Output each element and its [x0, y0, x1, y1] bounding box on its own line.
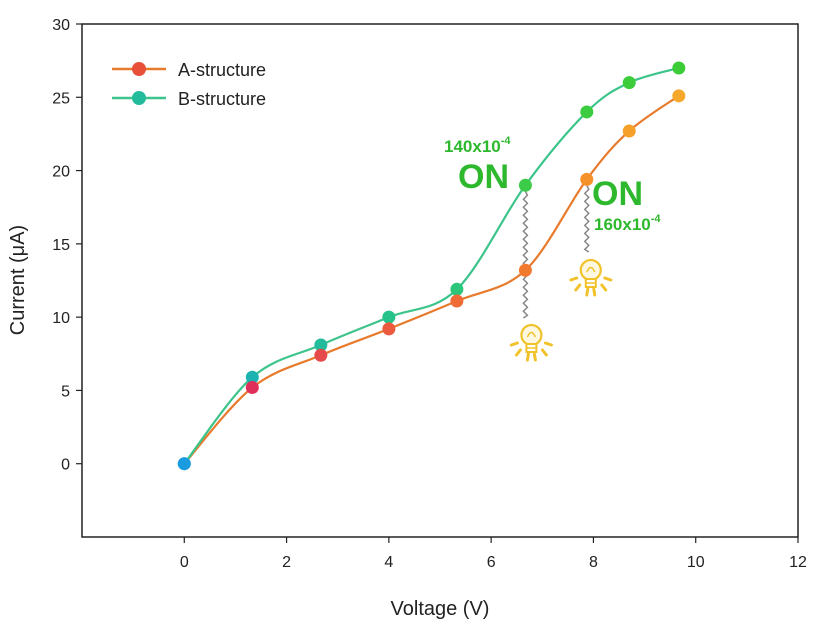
- legend-marker-b-structure: [132, 91, 146, 105]
- x-tick-label-6: 12: [789, 554, 807, 571]
- point-a-structure-8: [672, 89, 686, 103]
- annotation-b-structure: 140x10-4 ON: [444, 135, 511, 196]
- bulb-b-structure-ray-0: [509, 341, 519, 347]
- bulb-b-structure-ray-2: [525, 352, 530, 362]
- x-tick-label-4: 8: [589, 554, 598, 571]
- point-a-structure-7: [622, 124, 636, 138]
- annotation-b-on: ON: [458, 158, 509, 196]
- x-tick-label-3: 6: [487, 554, 496, 571]
- bulb-a-structure-glass: [579, 258, 602, 282]
- bulb-a-structure-ray-1: [574, 283, 582, 292]
- annotation-a-exponent: -4: [651, 213, 662, 225]
- point-a-structure-4: [450, 294, 464, 308]
- light-bulbs: [509, 258, 613, 362]
- bulb-b-structure-glass: [520, 323, 543, 347]
- bulb-b-structure-ray-5: [543, 341, 553, 347]
- y-tick-label-5: 25: [52, 90, 70, 107]
- bulb-a-structure-ray-3: [592, 287, 597, 297]
- y-tick-label-3: 15: [52, 237, 70, 254]
- plot-frame: [81, 23, 799, 538]
- y-tick-label-4: 20: [52, 164, 70, 181]
- bulb-b-structure-ray-1: [514, 348, 522, 357]
- x-tick-label-0: 0: [180, 554, 189, 571]
- point-b-structure-5: [518, 178, 532, 192]
- annotation-b-value: 140x10-4: [444, 135, 511, 156]
- wire-b-structure: [522, 190, 529, 319]
- point-b-structure-4: [450, 282, 464, 296]
- point-b-structure-8: [672, 61, 686, 75]
- bulb-a-structure-ray-4: [600, 283, 608, 292]
- point-a-structure-1: [245, 380, 259, 394]
- legend-label-b-structure: B-structure: [178, 89, 266, 109]
- point-b-structure-6: [580, 105, 594, 119]
- legend-label-a-structure: A-structure: [178, 60, 266, 80]
- point-a-structure-6: [580, 172, 594, 186]
- bulb-a-structure-ray-2: [585, 287, 590, 297]
- point-a-structure-3: [382, 322, 396, 336]
- y-tick-label-1: 5: [61, 383, 70, 400]
- series-line-b-structure: [183, 66, 680, 465]
- series-lines: [183, 66, 680, 465]
- x-tick-label-1: 2: [282, 554, 291, 571]
- point-b-structure-2: [314, 338, 328, 352]
- point-b-structure-7: [622, 76, 636, 90]
- y-axis-title: Current (μA): [7, 225, 29, 335]
- point-b-structure-1: [245, 370, 259, 384]
- bulb-b-structure: [509, 323, 553, 362]
- bulb-b-structure-ray-4: [540, 348, 548, 357]
- bulb-a-structure-ray-0: [569, 276, 579, 282]
- point-a-structure-2: [314, 348, 328, 362]
- wire-a-structure: [583, 185, 590, 253]
- series-markers: [177, 61, 686, 471]
- x-axis-title: Voltage (V): [391, 598, 490, 620]
- x-tick-label-2: 4: [384, 554, 393, 571]
- legend-marker-a-structure: [132, 62, 146, 76]
- y-tick-label-0: 0: [61, 457, 70, 474]
- y-tick-label-6: 30: [52, 17, 70, 34]
- legend: A-structure B-structure: [112, 60, 266, 109]
- annotation-b-exponent: -4: [501, 135, 512, 147]
- bulb-b-structure-ray-3: [532, 352, 537, 362]
- bulb-wires: [522, 185, 590, 319]
- x-tick-label-5: 10: [687, 554, 705, 571]
- annotation-a-value: 160x10-4: [594, 213, 661, 234]
- bulb-b-structure-filament: [526, 331, 537, 338]
- point-a-structure-5: [518, 263, 532, 277]
- axis-ticks: 0 2 4 6 8 10 12 0 5 10 15 20 25 30: [52, 17, 807, 571]
- annotation-a-on: ON: [592, 175, 643, 213]
- point-a-structure-0: [177, 457, 191, 471]
- bulb-a-structure-filament: [586, 266, 596, 273]
- annotation-a-structure: ON 160x10-4: [592, 175, 661, 234]
- bulb-a-structure: [569, 258, 613, 297]
- point-b-structure-3: [382, 310, 396, 324]
- series-line-a-structure: [183, 94, 680, 465]
- y-tick-label-2: 10: [52, 310, 70, 327]
- bulb-a-structure-ray-5: [603, 276, 613, 282]
